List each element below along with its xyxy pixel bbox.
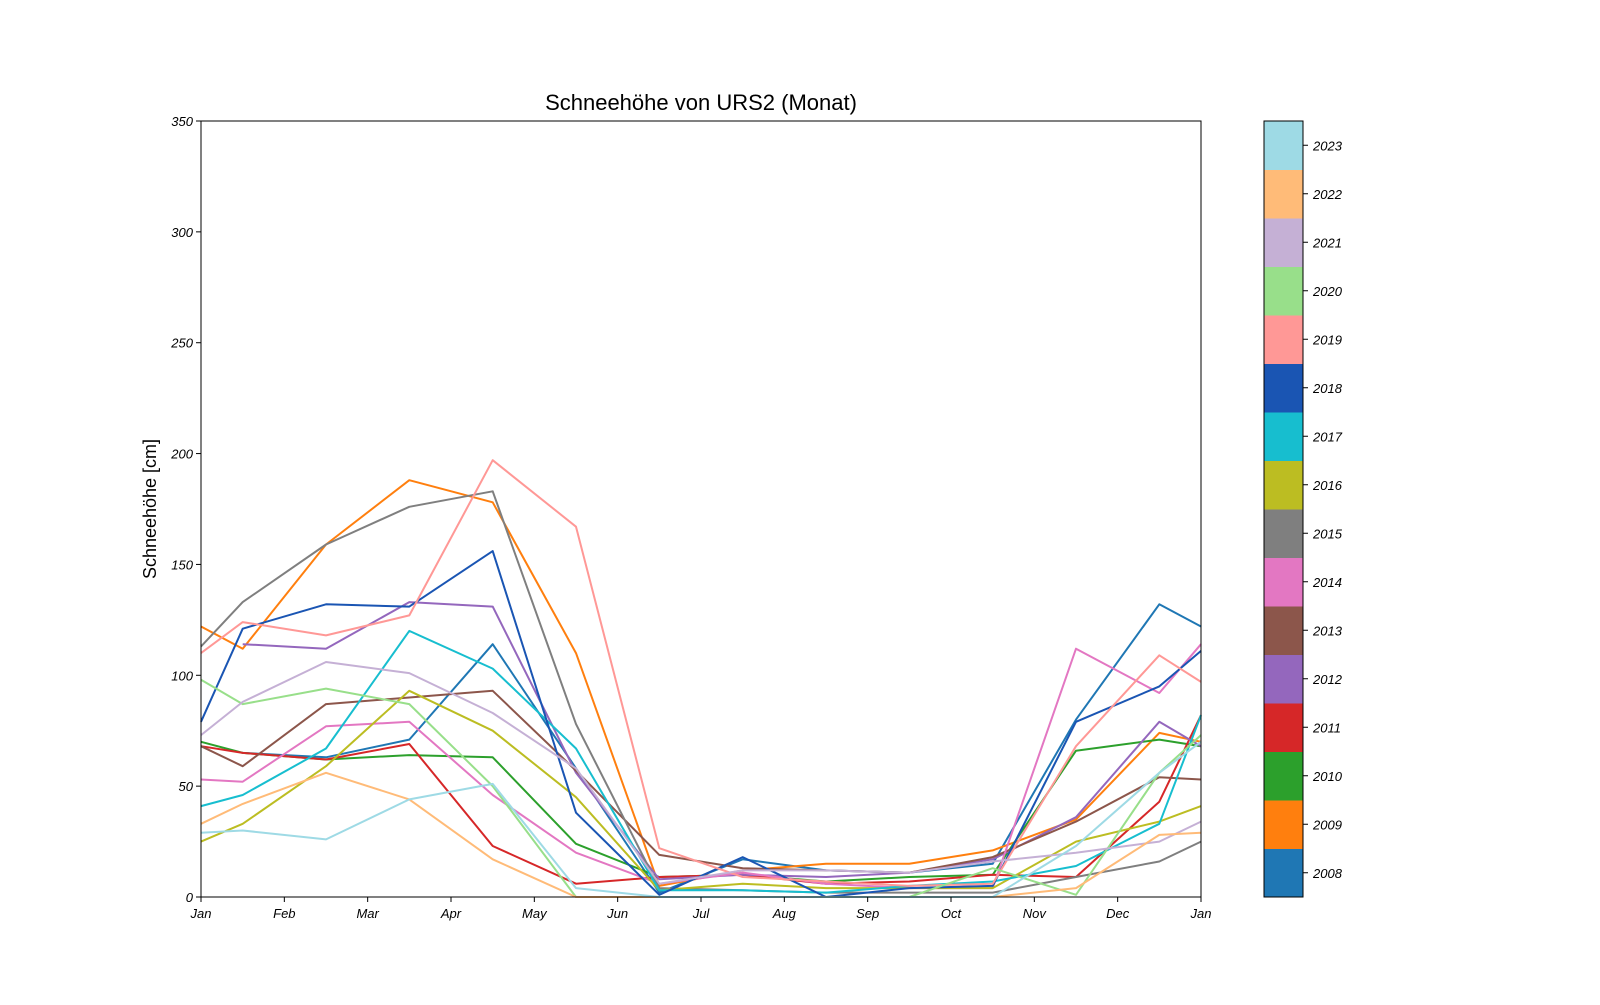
y-tick-label: 300 (171, 225, 193, 240)
y-tick-label: 200 (170, 447, 193, 462)
series-line-2009 (200, 479, 1202, 887)
colorbar-swatch-2020 (1264, 266, 1303, 316)
colorbar-swatch-2009 (1264, 800, 1303, 849)
x-tick-label: Sep (856, 906, 879, 921)
x-tick-label: Mar (356, 906, 379, 921)
x-tick-label: Dec (1106, 906, 1130, 921)
colorbar-swatch-2019 (1264, 315, 1303, 364)
colorbar-swatch-2012 (1264, 654, 1303, 704)
colorbar-swatch-2010 (1264, 751, 1303, 801)
colorbar-label-2013: 2013 (1312, 623, 1343, 638)
colorbar-label-2011: 2011 (1312, 720, 1341, 735)
colorbar-swatch-2018 (1264, 363, 1303, 413)
colorbar-label-2016: 2016 (1312, 478, 1343, 493)
colorbar-label-2012: 2012 (1312, 672, 1343, 687)
x-tick-label: Jul (692, 906, 711, 921)
colorbar-label-2021: 2021 (1312, 235, 1342, 250)
x-tick-label: Jun (606, 906, 628, 921)
colorbar-label-2023: 2023 (1312, 138, 1343, 153)
colorbar-label-2015: 2015 (1312, 526, 1343, 541)
colorbar-swatch-2023 (1264, 121, 1303, 170)
colorbar-swatch-2015 (1264, 509, 1303, 558)
colorbar-label-2017: 2017 (1312, 429, 1343, 444)
x-tick-label: Jan (190, 906, 212, 921)
x-axis: Jan Feb Mar Apr May Jun Jul Aug Sep Oct Nov Dec Jan (190, 897, 1212, 921)
series-line-2023 (200, 740, 1202, 898)
y-tick-label: 50 (179, 779, 194, 794)
colorbar-legend: 2008 2009 2010 2011 2012 2013 2014 2015 2016 2017… (1263, 120, 1343, 898)
x-tick-label: May (522, 906, 548, 921)
series-layer (200, 459, 1202, 898)
series-line-2008 (242, 603, 1202, 894)
y-tick-label: 0 (186, 890, 194, 905)
series-line-2014 (200, 643, 1202, 890)
x-tick-label: Aug (772, 906, 797, 921)
colorbar-swatch-2014 (1264, 557, 1303, 607)
series-line-2019 (200, 459, 1202, 887)
colorbar-swatch-2016 (1264, 460, 1303, 510)
colorbar-label-2022: 2022 (1312, 187, 1343, 202)
colorbar-frame (1263, 120, 1304, 898)
colorbar-swatch-2013 (1264, 606, 1303, 655)
colorbar-swatch-2017 (1264, 412, 1303, 461)
colorbar-label-2014: 2014 (1312, 575, 1342, 590)
y-axis-label: Schneehöhe [cm] (140, 439, 160, 579)
colorbar-swatch-2008 (1264, 848, 1303, 898)
series-line-2016 (200, 689, 1202, 892)
x-tick-label: Jan (1190, 906, 1212, 921)
x-tick-label: Oct (941, 906, 963, 921)
y-tick-label: 350 (171, 114, 193, 129)
x-tick-label: Nov (1023, 906, 1048, 921)
colorbar-label-2019: 2019 (1312, 332, 1342, 347)
colorbar-swatch-2021 (1264, 218, 1303, 267)
series-line-2018 (200, 550, 1202, 898)
colorbar-label-2010: 2010 (1312, 769, 1343, 784)
x-tick-label: Feb (273, 906, 295, 921)
y-axis: 0 50 100 150 200 250 300 350 (170, 114, 201, 905)
series-line-2015 (200, 490, 1202, 894)
colorbar-label-2009: 2009 (1312, 817, 1342, 832)
series-line-2012 (242, 601, 1202, 881)
colorbar-label-2020: 2020 (1312, 284, 1343, 299)
x-tick-label: Apr (440, 906, 462, 921)
y-tick-label: 250 (170, 336, 193, 351)
colorbar-label-2008: 2008 (1312, 866, 1343, 881)
y-tick-label: 150 (171, 557, 193, 572)
colorbar-swatch-2011 (1264, 703, 1303, 752)
colorbar-swatch-2022 (1264, 169, 1303, 219)
chart-title: Schneehöhe von URS2 (Monat) (545, 90, 857, 115)
series-line-2017 (200, 629, 1202, 894)
y-tick-label: 100 (171, 668, 193, 683)
colorbar-label-2018: 2018 (1312, 381, 1343, 396)
series-line-2011 (200, 714, 1202, 885)
